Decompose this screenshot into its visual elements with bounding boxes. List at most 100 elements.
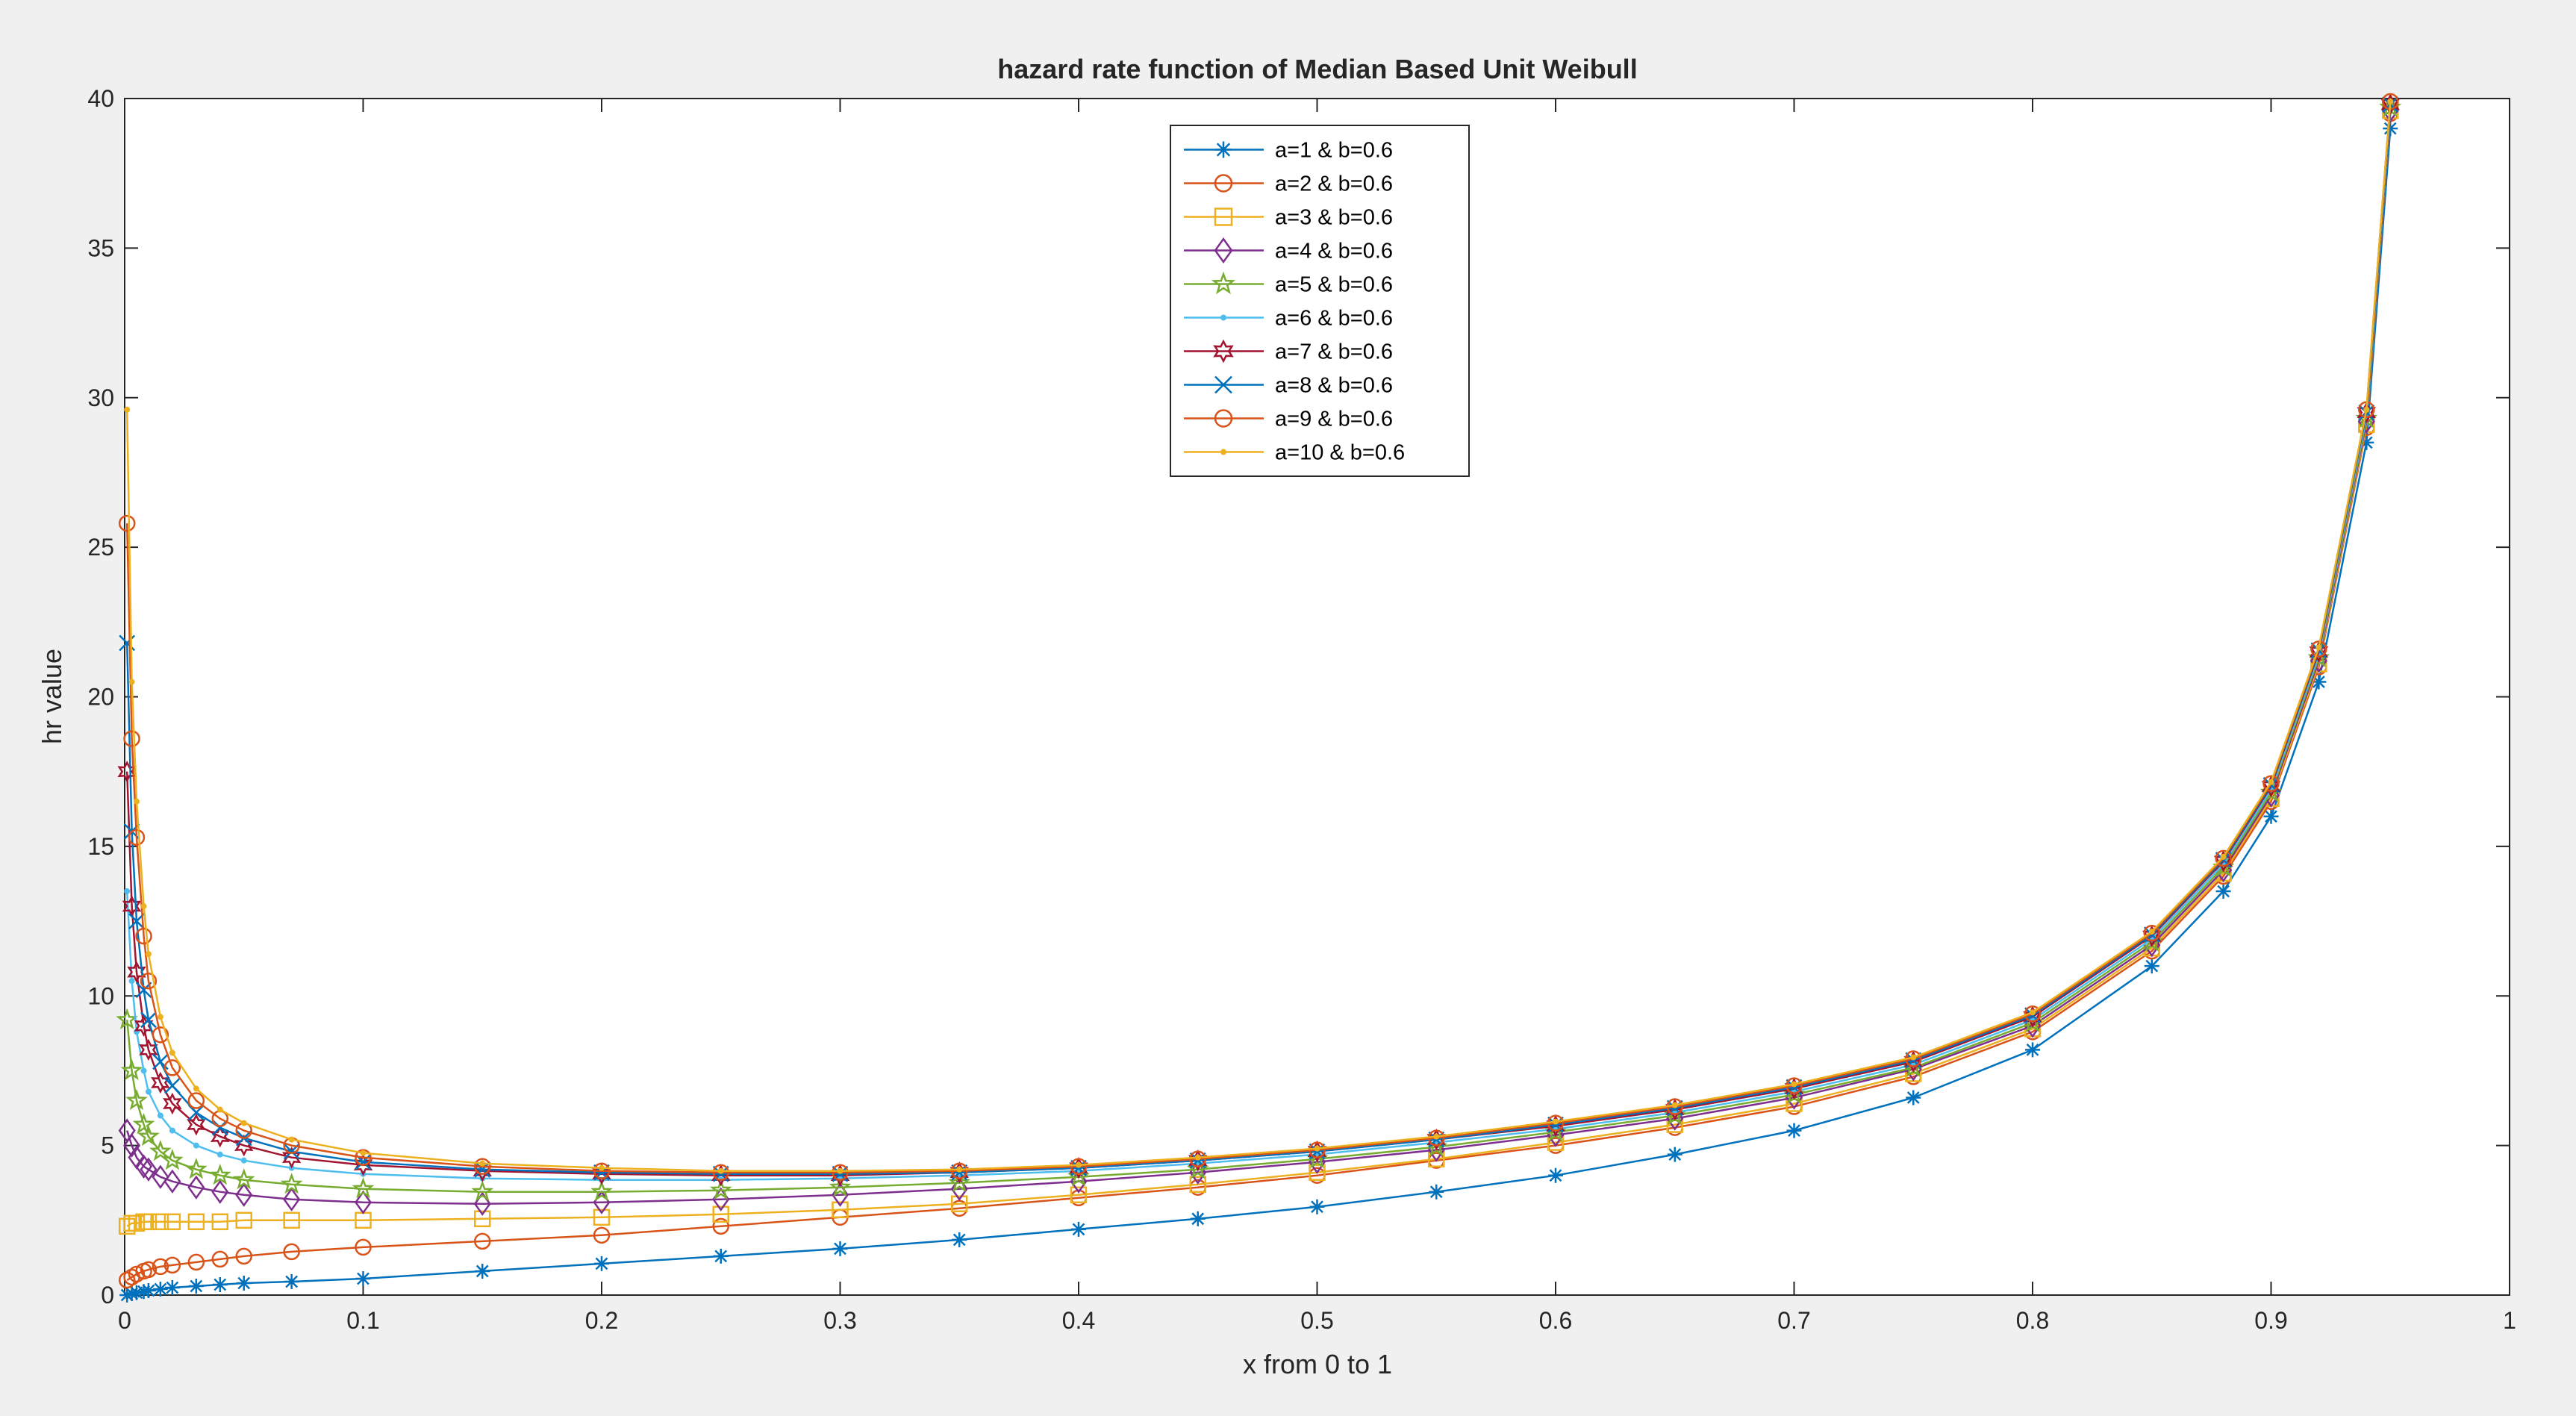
legend-item: a=10 & b=0.6 xyxy=(1184,441,1405,465)
data-point xyxy=(188,1278,204,1294)
data-point xyxy=(1671,1102,1678,1108)
data-point xyxy=(140,1067,147,1074)
chart-title: hazard rate function of Median Based Uni… xyxy=(997,54,1637,84)
data-point xyxy=(152,1281,168,1297)
data-point xyxy=(2387,99,2394,105)
x-tick-label: 0.6 xyxy=(1539,1307,1572,1334)
y-axis-label: hr value xyxy=(37,649,67,744)
data-point xyxy=(1190,1211,1206,1226)
data-point xyxy=(1553,1118,1559,1125)
data-point xyxy=(163,1256,181,1274)
data-point xyxy=(593,1208,611,1226)
data-point xyxy=(2148,929,2155,935)
data-point xyxy=(140,1213,158,1231)
data-point xyxy=(832,1241,848,1256)
x-tick-label: 0.9 xyxy=(2254,1307,2287,1334)
data-point xyxy=(2262,775,2280,792)
data-point xyxy=(124,406,131,413)
legend-item: a=5 & b=0.6 xyxy=(1184,271,1393,297)
data-point xyxy=(1070,1158,1088,1175)
data-point xyxy=(152,1213,169,1231)
data-point xyxy=(2220,853,2227,860)
data-point xyxy=(118,514,136,532)
data-point xyxy=(355,1238,372,1256)
data-point xyxy=(599,1164,605,1171)
data-point xyxy=(283,1243,300,1261)
data-point xyxy=(2215,883,2231,899)
x-tick-label: 0.2 xyxy=(585,1307,618,1334)
data-point xyxy=(123,730,140,747)
data-point xyxy=(1211,271,1236,295)
data-point xyxy=(128,829,146,846)
data-point xyxy=(140,972,158,990)
legend-label: a=7 & b=0.6 xyxy=(1275,340,1393,364)
data-point xyxy=(127,961,146,983)
data-point xyxy=(140,1282,156,1298)
data-point xyxy=(594,1256,609,1271)
data-point xyxy=(473,1191,491,1216)
y-tick-label: 35 xyxy=(87,234,114,261)
data-point xyxy=(216,1106,223,1113)
data-point xyxy=(135,927,152,945)
data-point xyxy=(1194,1154,1201,1161)
series-layer xyxy=(116,93,2402,1303)
data-point xyxy=(152,1258,169,1276)
data-point xyxy=(1433,1133,1440,1140)
data-point xyxy=(479,1160,486,1167)
data-point xyxy=(128,1265,146,1283)
data-point xyxy=(125,1088,148,1111)
data-point xyxy=(119,1288,135,1303)
legend-item: a=6 & b=0.6 xyxy=(1184,307,1393,331)
data-point xyxy=(235,1211,252,1229)
data-point xyxy=(232,1168,255,1190)
data-point xyxy=(161,1149,184,1170)
data-point xyxy=(157,1014,163,1020)
data-point xyxy=(163,1213,181,1231)
data-point xyxy=(1906,1090,1921,1105)
series-1 xyxy=(119,121,2398,1303)
data-point xyxy=(2359,434,2374,450)
data-point xyxy=(1791,1081,1797,1088)
data-point xyxy=(1214,409,1233,428)
data-point xyxy=(128,679,135,685)
data-point xyxy=(475,1263,490,1279)
legend: a=1 & b=0.6 a=2 & b=0.6 a=3 & b=0.6 a=4 & b… xyxy=(1170,125,1470,477)
data-point xyxy=(123,1133,141,1158)
data-point xyxy=(134,1014,154,1038)
data-point xyxy=(1214,375,1232,394)
y-tick-label: 30 xyxy=(87,384,114,411)
data-point xyxy=(951,1195,968,1213)
data-point xyxy=(187,1113,206,1136)
data-point xyxy=(1214,237,1233,264)
data-point xyxy=(474,1210,491,1228)
data-point xyxy=(211,1179,229,1204)
y-tick-label: 15 xyxy=(87,833,114,860)
data-point xyxy=(193,1142,199,1149)
series-line xyxy=(126,110,2392,1227)
x-tick-label: 0 xyxy=(118,1307,131,1334)
data-point xyxy=(152,1026,169,1044)
data-point xyxy=(712,1206,729,1223)
data-point xyxy=(2143,924,2160,942)
series-line xyxy=(125,101,2392,1172)
data-point xyxy=(163,1059,181,1076)
legend-label: a=10 & b=0.6 xyxy=(1275,441,1405,465)
data-point xyxy=(187,1213,205,1231)
data-point xyxy=(1215,141,1232,158)
data-point xyxy=(152,1164,169,1189)
data-point xyxy=(280,1173,303,1194)
data-point xyxy=(216,1151,223,1158)
legend-item: a=7 & b=0.6 xyxy=(1184,339,1393,364)
data-point xyxy=(124,888,131,894)
data-point xyxy=(2383,121,2398,137)
data-point xyxy=(956,1166,963,1173)
axis-ticks: 0 0.1 0.2 0.3 0.4 0.5 0.6 0.7 0.8 0.9 105101520253… xyxy=(87,85,2516,1334)
data-point xyxy=(184,1158,208,1179)
data-point xyxy=(236,1275,252,1291)
data-point xyxy=(157,1112,163,1119)
data-point xyxy=(288,1136,295,1143)
legend-item: a=8 & b=0.6 xyxy=(1184,374,1393,398)
data-point xyxy=(354,1190,372,1214)
data-point xyxy=(2024,1005,2042,1023)
data-point xyxy=(360,1150,367,1156)
